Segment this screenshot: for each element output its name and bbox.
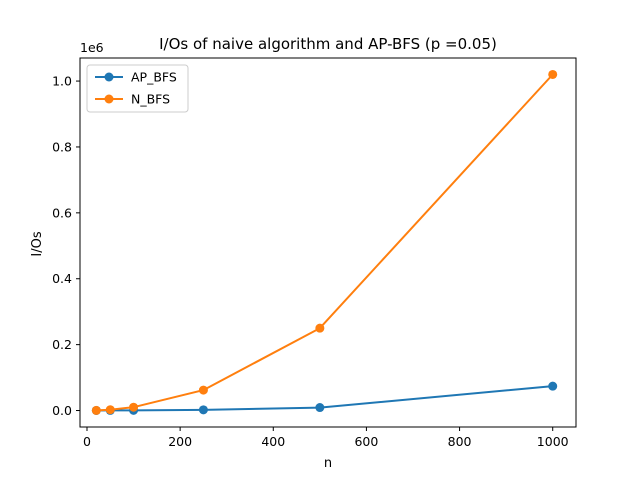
x-tick-label: 400 [261, 434, 285, 449]
series-line-N_BFS [96, 73, 554, 412]
data-point-AP_BFS-5 [548, 381, 558, 391]
y-tick-label: 0.4 [52, 271, 72, 286]
legend-label-N_BFS: N_BFS [131, 92, 170, 107]
data-point-N_BFS-3 [198, 385, 208, 395]
data-point-N_BFS-5 [548, 69, 558, 79]
plot-frame [79, 57, 577, 428]
legend-marker-AP_BFS [104, 72, 114, 82]
y-offset-label: 1e6 [80, 40, 104, 55]
y-tick-label: 0.8 [52, 139, 72, 154]
chart-title: I/Os of naive algorithm and AP-BFS (p =0… [159, 35, 497, 53]
data-point-N_BFS-2 [129, 402, 139, 412]
data-point-N_BFS-4 [315, 323, 325, 333]
series-line-AP_BFS [96, 385, 553, 412]
data-point-N_BFS-0 [91, 405, 101, 415]
y-tick-label: 0.6 [52, 205, 72, 220]
x-tick-label: 1000 [537, 434, 569, 449]
data-point-AP_BFS-4 [315, 403, 325, 413]
x-tick-label: 600 [354, 434, 378, 449]
y-tick-label: 0.0 [52, 403, 72, 418]
data-point-AP_BFS-3 [198, 405, 208, 415]
legend-label-AP_BFS: AP_BFS [131, 70, 177, 85]
x-axis-label: n [324, 456, 332, 471]
y-tick-label: 1.0 [52, 74, 72, 89]
x-tick-label: 800 [448, 434, 472, 449]
x-tick-label: 200 [168, 434, 192, 449]
legend-marker-N_BFS [104, 94, 114, 104]
data-point-N_BFS-1 [105, 405, 115, 415]
y-tick-label: 0.2 [52, 337, 72, 352]
x-tick-label: 0 [83, 434, 91, 449]
y-axis-label: I/Os [30, 231, 45, 256]
